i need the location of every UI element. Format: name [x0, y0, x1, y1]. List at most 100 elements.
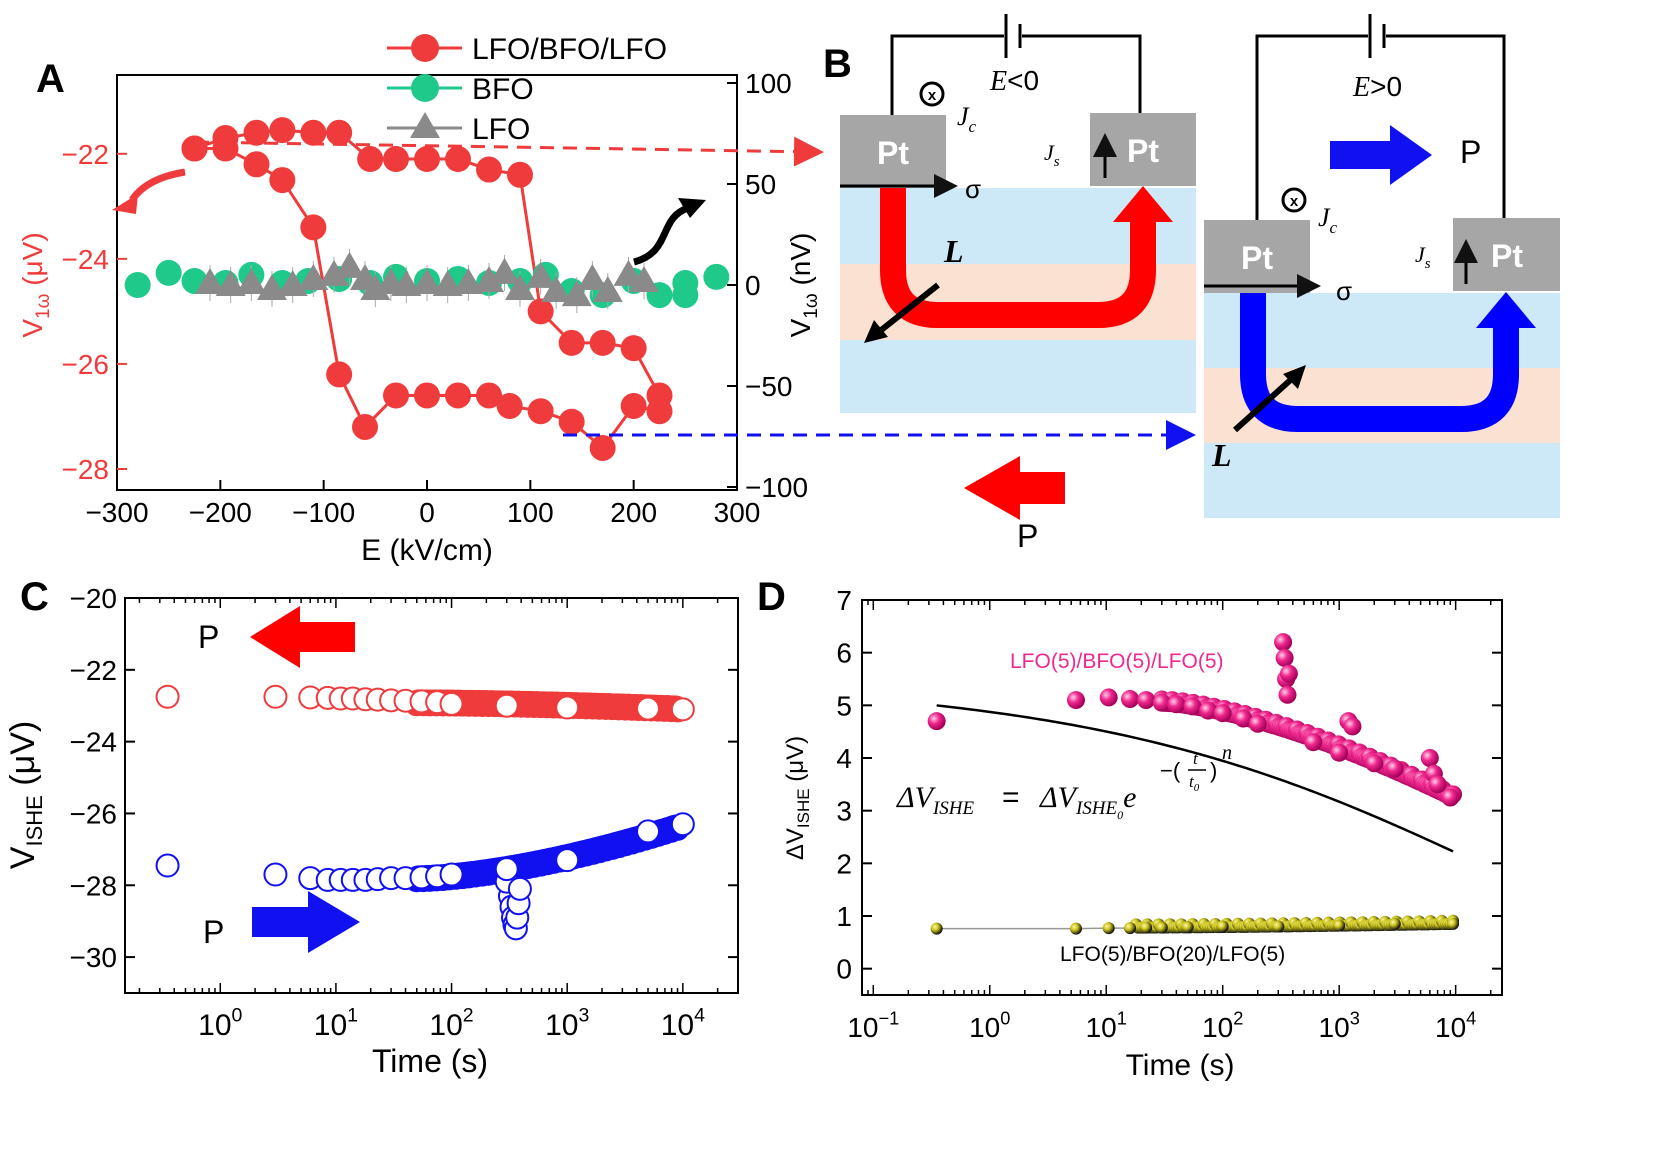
data-point: [1140, 921, 1153, 934]
data-point: [263, 862, 288, 887]
data-point: [1234, 709, 1253, 728]
data-point: [155, 684, 180, 709]
data-point-lfo: [592, 276, 623, 303]
data-point: [1167, 695, 1186, 714]
data-point-lfo-bfo-lfo: [558, 408, 585, 435]
data-point-lfo: [629, 265, 659, 292]
sigma-label: σ: [965, 174, 981, 204]
data-point-bfo: [155, 259, 182, 286]
panel-d-y-tick-label: 4: [836, 743, 852, 774]
equation-exponent-numerator: t: [1193, 749, 1199, 768]
data-point: [1385, 759, 1404, 778]
data-point: [1152, 693, 1171, 712]
data-point-lfo-bfo-lfo: [357, 146, 384, 173]
data-point: [1388, 917, 1401, 930]
panel-d-ticks: 10−1 100 101 102 103 104 0 1 2 3 4 5 6 7: [836, 585, 1502, 1043]
data-point: [494, 857, 519, 882]
panel-a-x-tick-label: −300: [85, 497, 148, 528]
equation-exponent-open: −(: [1160, 758, 1181, 783]
data-point: [1121, 690, 1140, 709]
panel-c-polarization-arrow-left: [250, 606, 355, 668]
data-point: [1330, 743, 1349, 762]
panel-c-y-tick-label: −24: [70, 727, 118, 758]
layer-lfo-bottom-2: [1204, 443, 1560, 518]
panel-d-y-tick-label: 0: [836, 954, 852, 985]
data-point: [1274, 633, 1293, 652]
js-label-2: Js: [1415, 242, 1431, 272]
legend-marker-lfo: [410, 112, 440, 138]
data-point-bfo: [124, 272, 151, 298]
panel-d-x-tick-label: 103: [1319, 1008, 1360, 1043]
panel-a-right-ticks: 100 50 0 −50 −100: [727, 68, 808, 503]
data-point: [1102, 922, 1115, 935]
panel-d-label-pink-series: LFO(5)/BFO(5)/LFO(5): [1010, 650, 1224, 673]
panel-d-x-tick-label: 104: [1435, 1008, 1476, 1043]
panel-d-y-tick-label: 3: [836, 796, 852, 827]
pt-right-label: Pt: [1127, 133, 1159, 169]
polarization-arrow-left: [964, 456, 1065, 520]
panel-a-legend: LFO/BFO/LFO BFO LFO: [387, 33, 667, 146]
data-point-lfo: [525, 261, 556, 288]
panel-a-right-tick-label: −50: [745, 371, 793, 402]
data-point-lfo-bfo-lfo: [243, 119, 270, 146]
panel-a-left-tick-label: −22: [62, 139, 110, 170]
battery-gap: [1004, 26, 1022, 48]
panel-c-label: C: [20, 575, 49, 619]
data-point: [1447, 917, 1460, 930]
l-arrow-2: [1232, 372, 1299, 433]
panel-a-left-ticks: −22 −24 −26 −28: [62, 139, 127, 485]
data-point-lfo: [391, 270, 422, 296]
legend-label-lfo: LFO: [472, 113, 530, 146]
panel-d-label-black-series: LFO(5)/BFO(20)/LFO(5): [1060, 943, 1285, 966]
panel-d-x-tick-label: 101: [1086, 1008, 1127, 1043]
data-point: [439, 691, 464, 716]
panel-a-label: A: [36, 57, 65, 101]
panel-a-x-tick-label: 200: [610, 497, 657, 528]
data-point-bfo: [672, 269, 699, 296]
right-axis-arrowhead: [678, 198, 706, 218]
data-point-bfo: [703, 263, 730, 290]
left-axis-indicator-arrow: [129, 168, 186, 203]
panel-d-y-label: ΔVISHE (μV): [782, 736, 813, 860]
data-point-dip: [507, 876, 532, 901]
pt-electrode-left-2: [1204, 220, 1310, 293]
panel-d-y-tick-label: 5: [836, 690, 852, 721]
panel-c-ticks: 100 101 102 103 104 −20 −22 −24 −26 −28 −30: [70, 583, 739, 1042]
data-point-lfo-bfo-lfo: [496, 392, 523, 419]
panel-c-p-bottom-label: P: [203, 914, 224, 950]
data-point-lfo-bfo-lfo: [646, 398, 673, 425]
data-point-lfo: [577, 263, 608, 290]
data-point: [1213, 704, 1232, 723]
data-point: [1333, 919, 1346, 932]
data-point-lfo-bfo-lfo: [181, 135, 208, 162]
panel-c-x-tick-label: 100: [198, 1005, 242, 1043]
panel-b-label: B: [823, 42, 852, 86]
diagram-e-negative: E<0 Pt Pt x Jc Js σ L P: [840, 14, 1196, 554]
data-point: [439, 862, 464, 887]
data-point-lfo: [561, 280, 592, 307]
l-label-2: L: [1211, 437, 1232, 473]
panel-c-y-tick-label: −30: [70, 942, 118, 973]
data-point: [1304, 733, 1323, 752]
panel-a-right-tick-label: 100: [745, 68, 792, 99]
pt-left-label-2: Pt: [1241, 240, 1273, 276]
equation-lhs: ΔVISHE: [896, 781, 974, 819]
data-point-last: [670, 812, 695, 837]
panel-a-x-label: E (kV/cm): [361, 534, 493, 567]
panel-a-chart: A −300 −200 −100 0 100 200 300 −22 −24 −26 −28 10…: [17, 33, 822, 567]
legend-label-bfo: BFO: [472, 73, 534, 106]
panel-d-label: D: [757, 575, 786, 619]
data-point: [1216, 920, 1229, 933]
panel-d-x-tick-label: 10−1: [847, 1008, 899, 1043]
panel-a-right-tick-label: 0: [745, 270, 761, 301]
field-label-2: E>0: [1352, 71, 1402, 103]
spin-current-path-red: [880, 188, 1156, 328]
legend-marker-bfo: [411, 74, 439, 102]
panel-a-x-tick-label: 100: [507, 497, 554, 528]
data-point-lfo-bfo-lfo: [383, 382, 409, 409]
sigma-label-2: σ: [1336, 276, 1352, 306]
data-point-lfo-bfo-lfo: [589, 329, 616, 356]
polarization-label-top: P: [1460, 134, 1481, 170]
into-page-icon: [919, 81, 945, 107]
panel-c-x-tick-label: 103: [545, 1005, 589, 1043]
